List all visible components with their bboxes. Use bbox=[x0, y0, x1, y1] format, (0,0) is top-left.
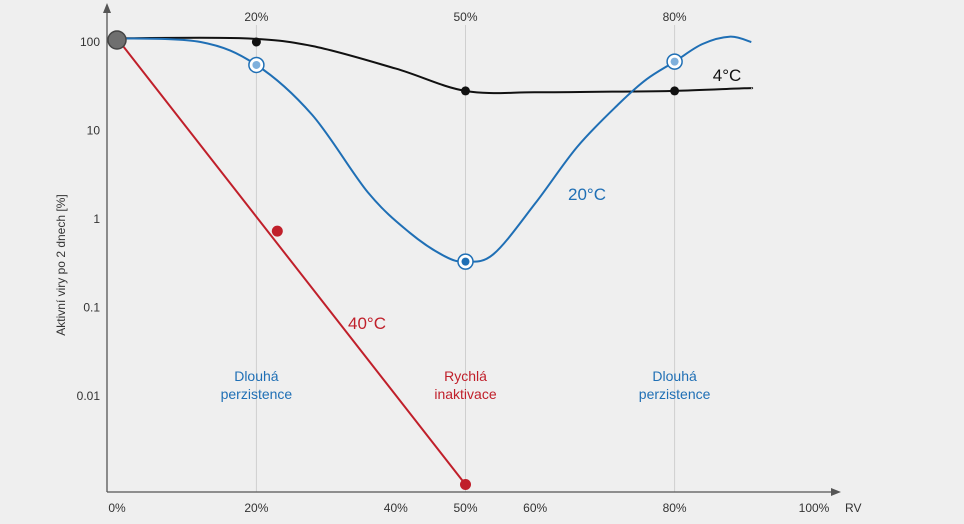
y-tick-label: 100 bbox=[80, 35, 100, 49]
y-tick-label: 0.1 bbox=[83, 301, 100, 315]
top-label: 80% bbox=[663, 10, 687, 24]
series-label-20c: 20°C bbox=[568, 185, 606, 204]
series-point-40c bbox=[460, 479, 471, 490]
series-line-40c bbox=[116, 37, 467, 486]
x-axis-arrow bbox=[831, 488, 841, 496]
x-tick-labels: 0% 20% 40% 50% 60% 80% 100% bbox=[108, 501, 829, 515]
series-point-40c bbox=[271, 225, 283, 237]
zone-label-line2: perzistence bbox=[639, 386, 711, 402]
y-axis-arrow bbox=[103, 3, 111, 13]
series-label-40c: 40°C bbox=[348, 314, 386, 333]
series-point-core-20c bbox=[670, 57, 679, 66]
series-point-core-20c bbox=[461, 257, 470, 266]
x-tick-label: 60% bbox=[523, 501, 547, 515]
top-labels: 20% 50% 80% bbox=[244, 10, 687, 24]
series-point-4c bbox=[670, 86, 680, 96]
zone-label-line1: Rychlá bbox=[444, 368, 487, 384]
top-label: 50% bbox=[453, 10, 477, 24]
series-point-core-20c bbox=[252, 60, 261, 69]
zone-labels: Dlouhá perzistence Rychlá inaktivace Dlouhá p… bbox=[221, 368, 711, 402]
series-line-4c bbox=[116, 36, 754, 95]
y-tick-label: 10 bbox=[87, 124, 101, 138]
series-group bbox=[107, 30, 754, 490]
zone-label-line1: Dlouhá bbox=[234, 368, 279, 384]
series-point-4c bbox=[461, 86, 470, 96]
x-tick-label: 80% bbox=[663, 501, 687, 515]
series-label-4c: 4°C bbox=[713, 66, 742, 85]
series-labels: 4°C 20°C 40°C bbox=[348, 66, 741, 333]
y-tick-label: 1 bbox=[93, 212, 100, 226]
zone-label-line1: Dlouhá bbox=[652, 368, 697, 384]
y-tick-labels: 100 10 1 0.1 0.01 bbox=[77, 35, 101, 403]
series-line-20c bbox=[116, 35, 752, 263]
zone-label-line2: perzistence bbox=[221, 386, 293, 402]
x-tick-label: 0% bbox=[108, 501, 126, 515]
x-tick-label: 40% bbox=[384, 501, 408, 515]
y-tick-label: 0.01 bbox=[77, 389, 101, 403]
y-axis-label: Aktivní viry po 2 dnech [%] bbox=[54, 194, 68, 335]
series-point-4c bbox=[251, 37, 261, 47]
axes bbox=[103, 3, 841, 496]
x-tick-label: 20% bbox=[244, 501, 268, 515]
x-tick-label: 100% bbox=[799, 501, 830, 515]
zone-label-line2: inaktivace bbox=[434, 386, 496, 402]
start-point bbox=[107, 30, 127, 50]
x-tick-label: 50% bbox=[453, 501, 477, 515]
top-label: 20% bbox=[244, 10, 268, 24]
x-axis-label: RV bbox=[845, 501, 861, 515]
